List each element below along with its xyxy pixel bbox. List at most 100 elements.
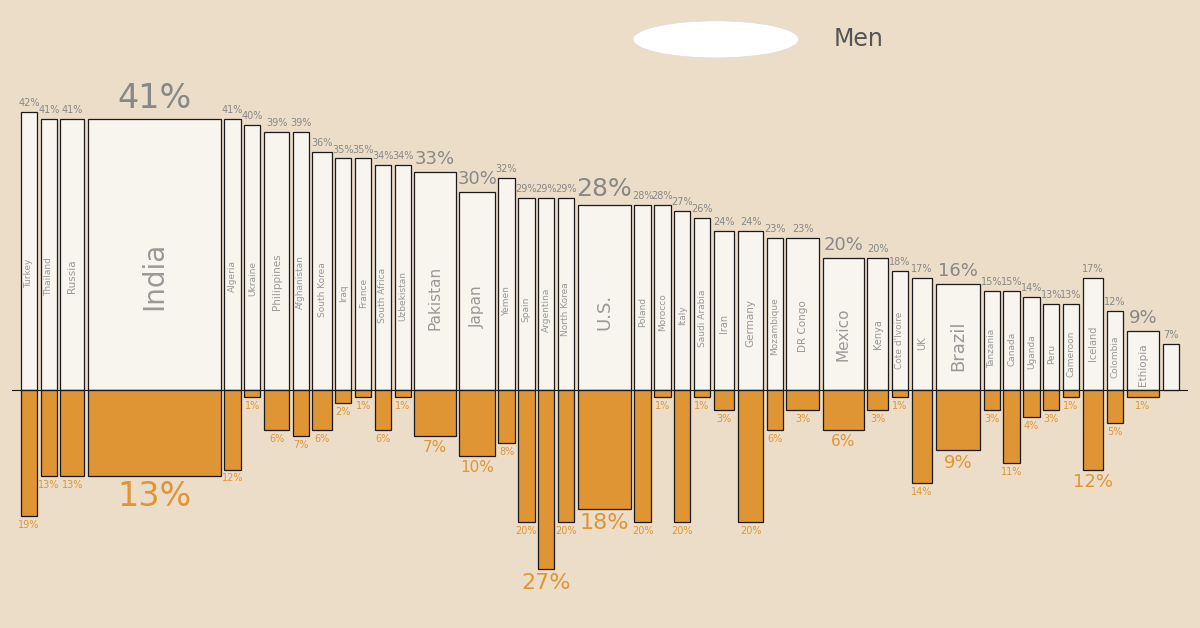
Text: 12%: 12%: [1073, 474, 1114, 492]
Bar: [1063, 304, 1079, 390]
Text: 28%: 28%: [576, 177, 632, 201]
Text: 1%: 1%: [395, 401, 410, 411]
Text: 40%: 40%: [241, 111, 263, 121]
Text: Afghanistan: Afghanistan: [296, 255, 305, 308]
Text: South Korea: South Korea: [318, 263, 326, 317]
Text: 24%: 24%: [739, 217, 761, 227]
Bar: [395, 390, 410, 397]
Bar: [498, 178, 515, 390]
Text: 39%: 39%: [266, 118, 287, 128]
Bar: [1082, 278, 1104, 390]
Bar: [293, 132, 308, 390]
Bar: [1024, 298, 1039, 390]
Bar: [41, 119, 56, 390]
Text: Pakistan: Pakistan: [427, 266, 443, 330]
Text: 2%: 2%: [336, 408, 352, 418]
Text: 3%: 3%: [796, 414, 810, 424]
Bar: [224, 119, 240, 390]
Text: 1%: 1%: [1135, 401, 1151, 411]
Text: 7%: 7%: [1163, 330, 1178, 340]
Bar: [654, 205, 671, 390]
Text: 3%: 3%: [1044, 414, 1058, 424]
Bar: [558, 390, 574, 522]
Text: Brazil: Brazil: [949, 320, 967, 371]
Bar: [20, 112, 37, 390]
Text: Cameroon: Cameroon: [1067, 331, 1075, 377]
Text: 12%: 12%: [1104, 296, 1126, 306]
Text: Poland: Poland: [638, 297, 647, 327]
Text: DR Congo: DR Congo: [798, 300, 808, 352]
Text: 13%: 13%: [61, 480, 83, 490]
Text: 35%: 35%: [353, 144, 374, 154]
Text: 13%: 13%: [1061, 290, 1081, 300]
Text: 11%: 11%: [1001, 467, 1022, 477]
Text: 1%: 1%: [655, 401, 670, 411]
Bar: [892, 390, 908, 397]
Text: 29%: 29%: [535, 184, 557, 194]
Text: 6%: 6%: [376, 434, 390, 444]
Bar: [786, 238, 818, 390]
Text: Uzbekistan: Uzbekistan: [398, 271, 407, 321]
Text: 15%: 15%: [982, 277, 1002, 287]
Text: 6%: 6%: [269, 434, 284, 444]
Bar: [498, 390, 515, 443]
Text: 23%: 23%: [792, 224, 814, 234]
Bar: [1043, 304, 1060, 390]
Text: U.S.: U.S.: [595, 294, 613, 330]
Text: Philippines: Philippines: [271, 253, 282, 310]
Text: 23%: 23%: [764, 224, 786, 234]
Bar: [374, 390, 391, 430]
Bar: [694, 390, 710, 397]
Text: 34%: 34%: [392, 151, 414, 161]
Text: 14%: 14%: [1021, 283, 1042, 293]
Text: 13%: 13%: [118, 480, 191, 513]
Bar: [460, 390, 494, 457]
Text: Japan: Japan: [469, 285, 485, 328]
Text: 9%: 9%: [943, 453, 972, 472]
Text: 7%: 7%: [293, 440, 308, 450]
Bar: [786, 390, 818, 410]
Text: 6%: 6%: [314, 434, 330, 444]
Text: Canada: Canada: [1007, 332, 1016, 365]
Text: 17%: 17%: [911, 264, 932, 274]
Bar: [355, 390, 371, 397]
Bar: [41, 390, 56, 476]
Bar: [518, 390, 534, 522]
Bar: [293, 390, 308, 436]
Bar: [60, 119, 84, 390]
Text: 36%: 36%: [311, 138, 332, 148]
Text: 41%: 41%: [38, 105, 60, 115]
Bar: [1106, 390, 1123, 423]
Bar: [312, 390, 331, 430]
Bar: [1127, 390, 1159, 397]
Bar: [767, 390, 782, 430]
Text: 29%: 29%: [516, 184, 538, 194]
Text: Germany: Germany: [745, 300, 756, 347]
Text: 41%: 41%: [222, 105, 244, 115]
Bar: [264, 132, 289, 390]
Text: 8%: 8%: [499, 447, 514, 457]
Text: Kenya: Kenya: [872, 320, 883, 349]
Bar: [538, 198, 554, 390]
Text: 1%: 1%: [893, 401, 907, 411]
Text: 20%: 20%: [632, 526, 653, 536]
Text: Colombia: Colombia: [1111, 335, 1120, 378]
Bar: [312, 152, 331, 390]
Text: Thailand: Thailand: [44, 257, 53, 296]
Bar: [868, 257, 888, 390]
Text: Cote d'Ivoire: Cote d'Ivoire: [895, 311, 905, 369]
Text: 27%: 27%: [671, 197, 694, 207]
Bar: [264, 390, 289, 430]
Text: 24%: 24%: [713, 217, 734, 227]
Bar: [395, 165, 410, 390]
Text: 16%: 16%: [938, 263, 978, 280]
Bar: [335, 158, 352, 390]
Text: Ethiopia: Ethiopia: [1138, 344, 1148, 386]
Bar: [244, 390, 260, 397]
Text: 32%: 32%: [496, 165, 517, 175]
Text: India: India: [140, 242, 168, 310]
Text: 18%: 18%: [580, 513, 629, 533]
Text: Morocco: Morocco: [658, 293, 667, 331]
Text: 15%: 15%: [1001, 277, 1022, 287]
Text: 10%: 10%: [460, 460, 494, 475]
